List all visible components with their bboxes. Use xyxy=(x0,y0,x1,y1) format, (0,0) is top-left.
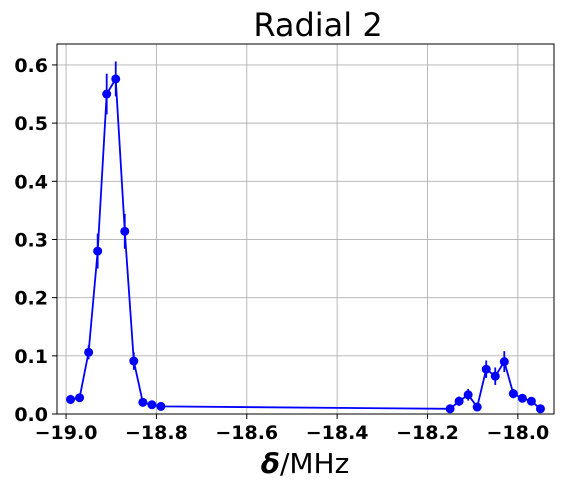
y-tick-label: 0.2 xyxy=(14,288,48,310)
series-line xyxy=(70,75,541,410)
data-point xyxy=(111,74,121,84)
y-tick-label: 0.4 xyxy=(14,171,48,193)
x-axis-label-symbol: δ xyxy=(261,447,280,480)
data-point xyxy=(129,356,139,366)
y-tick-label: 0.0 xyxy=(14,404,48,426)
data-point xyxy=(156,401,166,411)
data-point xyxy=(517,393,527,403)
data-point xyxy=(499,357,509,367)
data-point xyxy=(66,394,76,404)
x-tick-label: −18.4 xyxy=(306,422,369,444)
grid xyxy=(57,44,554,415)
y-tick-label: 0.1 xyxy=(14,346,48,368)
data-point xyxy=(120,226,130,236)
data-point xyxy=(93,246,103,256)
x-axis-label: δ/MHz xyxy=(261,447,350,480)
data-point xyxy=(138,397,148,407)
y-tick-label: 0.6 xyxy=(14,55,48,77)
data-point xyxy=(490,371,500,381)
x-tick-label: −18.2 xyxy=(396,422,459,444)
series xyxy=(66,61,545,414)
data-point xyxy=(481,364,491,374)
y-tick-label: 0.3 xyxy=(14,229,48,251)
x-tick-label: −18.6 xyxy=(215,422,278,444)
data-point xyxy=(75,393,85,403)
data-point xyxy=(84,347,94,357)
data-point xyxy=(445,404,455,414)
data-point xyxy=(102,89,112,99)
data-point xyxy=(463,390,473,400)
data-point xyxy=(526,396,536,406)
x-axis-label-unit: /MHz xyxy=(280,447,349,480)
x-tick-label: −18.8 xyxy=(125,422,188,444)
x-tick-label: −19.0 xyxy=(35,422,98,444)
chart-title: Radial 2 xyxy=(253,6,382,44)
y-tick-label: 0.5 xyxy=(14,113,48,135)
data-point xyxy=(454,396,464,406)
plot-area xyxy=(56,43,555,415)
data-point xyxy=(472,402,482,412)
data-point xyxy=(147,400,157,410)
x-tick-label: −18.0 xyxy=(486,422,549,444)
ticks: −19.0 −18.8 −18.6 −18.4 −18.2 −18.0 0.0 0.1 0.2 0… xyxy=(14,55,549,444)
data-point xyxy=(535,404,545,414)
data-point xyxy=(508,389,518,399)
